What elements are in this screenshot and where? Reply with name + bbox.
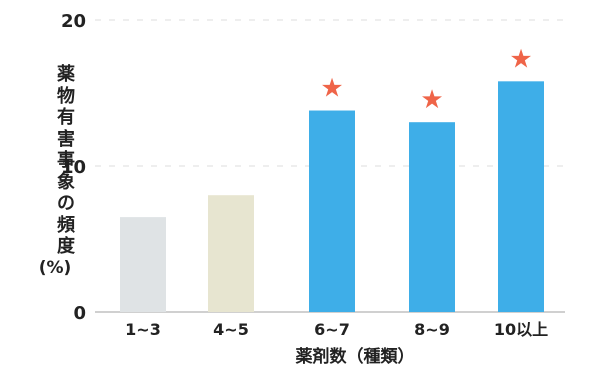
x-tick-label: 4~5 [213, 320, 249, 339]
y-axis-label: 薬物有害事象の頻度 [52, 64, 80, 258]
y-axis-label-char: 薬 [57, 64, 75, 85]
y-tick-label: 20 [61, 11, 86, 32]
y-axis-label-char: 度 [57, 236, 75, 257]
significance-star-icon: ★ [509, 44, 532, 74]
x-tick-label: 6~7 [314, 320, 350, 339]
bars [120, 81, 544, 313]
y-tick-label: 10 [61, 157, 86, 178]
y-axis-label-char: 象 [57, 171, 75, 193]
significance-star-icon: ★ [320, 74, 343, 104]
y-axis-label-char: の [57, 193, 75, 214]
y-tick-label: 0 [73, 303, 86, 324]
y-axis-label-char: 有 [57, 107, 75, 128]
bar-3 [309, 110, 355, 313]
y-axis-label-char: 頻 [57, 214, 75, 236]
y-axis-label-char: 害 [57, 128, 75, 150]
bar-5 [498, 81, 544, 312]
x-tick-label: 10以上 [494, 320, 548, 339]
bar-1 [120, 217, 166, 312]
y-axis-unit-label: (%) [38, 258, 72, 278]
significance-stars: ★ ★ ★ [320, 44, 532, 115]
bar-2 [208, 195, 254, 312]
y-axis-label-char: 物 [57, 85, 75, 107]
x-tick-label: 1~3 [125, 320, 161, 339]
y-axis-label-char: 事 [57, 150, 75, 171]
significance-star-icon: ★ [420, 85, 443, 115]
x-axis-ticks: 1~3 4~5 6~7 8~9 10以上 [125, 320, 548, 339]
y-axis-ticks: 0 10 20 [61, 11, 86, 324]
x-axis-label: 薬剤数（種類） [296, 346, 415, 367]
x-tick-label: 8~9 [414, 320, 450, 339]
bar-4 [409, 122, 455, 312]
